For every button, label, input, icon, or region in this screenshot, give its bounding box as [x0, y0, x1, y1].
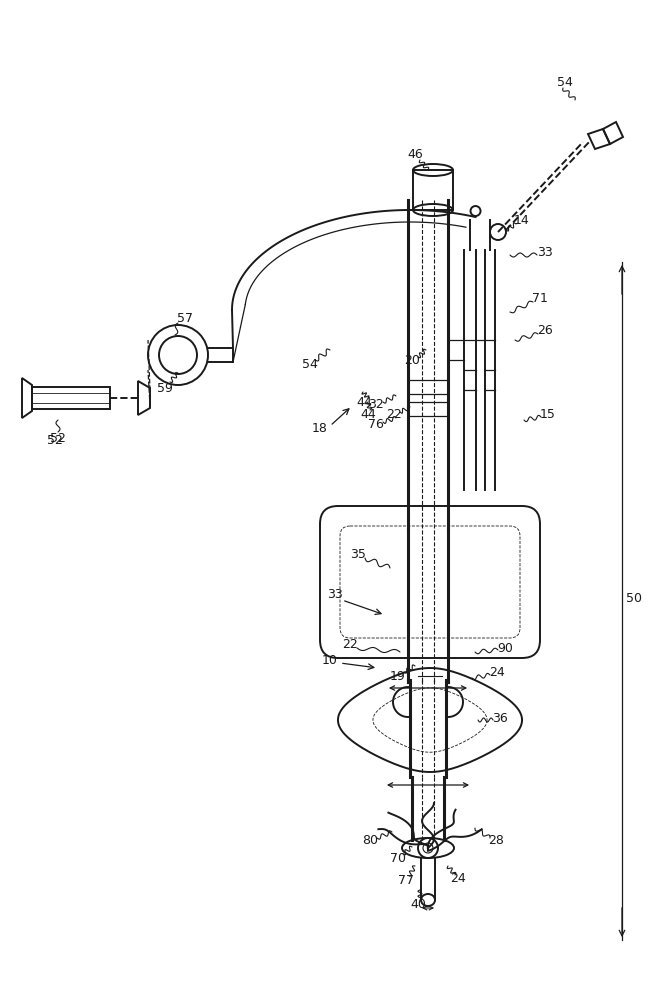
Text: 90: 90 [497, 642, 513, 654]
Text: 33: 33 [327, 588, 343, 601]
Text: 71: 71 [532, 292, 548, 304]
Text: 33: 33 [537, 245, 553, 258]
Text: 44: 44 [356, 395, 372, 408]
Text: 14: 14 [514, 214, 530, 227]
Text: 24: 24 [450, 871, 466, 884]
Text: 52: 52 [50, 432, 66, 444]
Text: 57: 57 [177, 312, 193, 324]
Text: 40: 40 [410, 898, 426, 912]
Text: 19: 19 [390, 670, 406, 682]
Text: 46: 46 [407, 148, 423, 161]
Text: 59: 59 [157, 381, 173, 394]
Text: 10: 10 [322, 654, 338, 666]
Text: 54: 54 [302, 359, 318, 371]
Text: 18: 18 [312, 422, 328, 434]
Text: 77: 77 [398, 874, 414, 886]
Text: 80: 80 [362, 834, 378, 846]
Text: 76: 76 [368, 418, 384, 432]
Text: 24: 24 [489, 666, 505, 678]
Bar [408, 402, 448, 416]
Bar [413, 170, 453, 210]
Bar [32, 387, 110, 409]
Text: 70: 70 [390, 852, 406, 864]
Text: 15: 15 [540, 408, 556, 422]
Text: 28: 28 [488, 834, 504, 846]
Text: 32: 32 [368, 398, 384, 412]
Text: 36: 36 [492, 712, 508, 724]
Text: 52: 52 [47, 434, 63, 446]
Bar [408, 380, 448, 394]
Text: 54: 54 [557, 76, 573, 89]
Text: 26: 26 [537, 324, 553, 336]
Text: 22: 22 [386, 408, 402, 422]
Text: 22: 22 [342, 639, 358, 652]
Text: 20: 20 [404, 354, 420, 366]
Text: 44: 44 [360, 408, 376, 422]
Text: 50: 50 [626, 591, 642, 604]
Text: 35: 35 [350, 548, 366, 562]
